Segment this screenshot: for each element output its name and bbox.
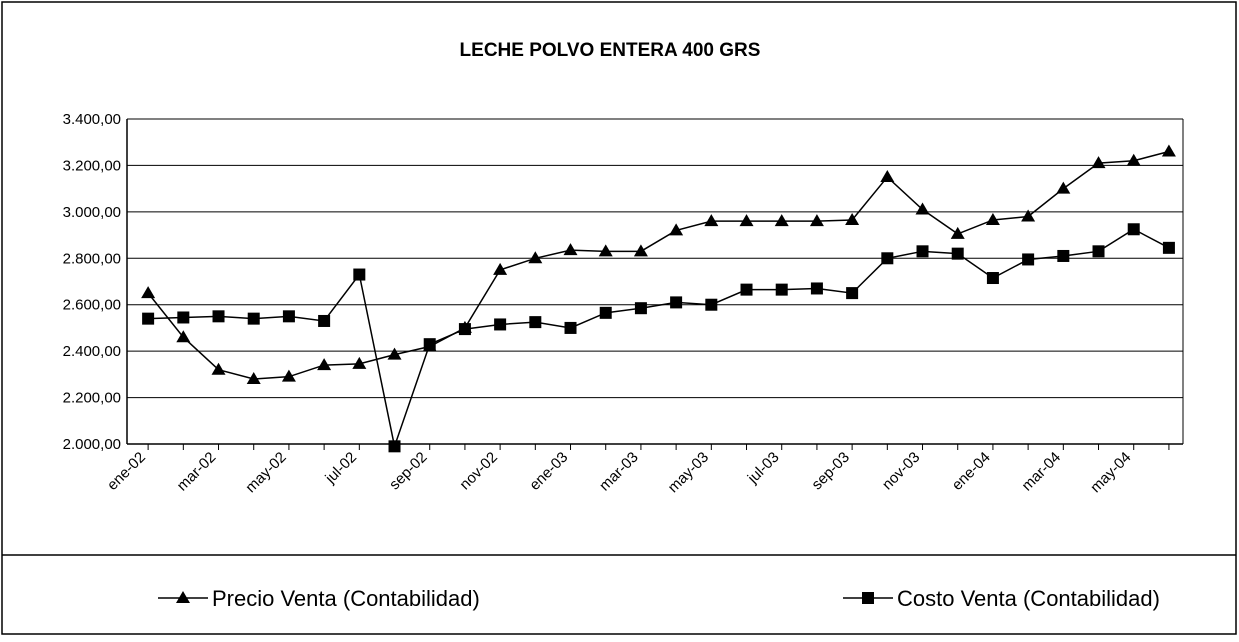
data-point <box>705 298 718 311</box>
data-point <box>1022 253 1035 266</box>
data-point <box>846 287 859 300</box>
x-tick-label: ene-02 <box>104 449 149 494</box>
data-point <box>1057 249 1070 262</box>
data-point <box>458 323 471 336</box>
data-point <box>915 202 930 215</box>
legend-label: Precio Venta (Contabilidad) <box>212 586 480 611</box>
data-point <box>318 314 331 327</box>
data-point <box>599 306 612 319</box>
x-tick-label: may-02 <box>242 449 289 496</box>
x-tick-label: may-04 <box>1087 449 1134 496</box>
x-tick-label: nov-03 <box>879 449 923 493</box>
data-point <box>916 245 929 258</box>
legend-marker <box>862 592 874 604</box>
data-point <box>1021 209 1036 222</box>
data-point <box>246 372 261 384</box>
legend-label: Costo Venta (Contabilidad) <box>897 586 1160 611</box>
data-point <box>493 262 508 275</box>
data-point <box>845 212 860 225</box>
data-point <box>387 347 402 360</box>
x-tick-label: nov-02 <box>456 449 500 493</box>
data-point <box>985 212 1000 225</box>
data-point <box>494 318 507 331</box>
data-point <box>951 247 964 260</box>
legend-marker <box>176 591 190 603</box>
data-point <box>598 244 613 257</box>
data-point <box>247 312 260 325</box>
data-point <box>1161 144 1176 157</box>
data-point <box>740 283 753 296</box>
data-point <box>282 310 295 323</box>
data-point <box>880 170 895 183</box>
data-point <box>142 312 155 325</box>
x-tick-label: mar-03 <box>596 449 642 495</box>
data-point <box>775 283 788 296</box>
x-tick-label: sep-03 <box>808 449 852 493</box>
chart-title: LECHE POLVO ENTERA 400 GRS <box>460 40 761 61</box>
data-point <box>1162 241 1175 254</box>
data-point <box>1091 156 1106 169</box>
series-line <box>148 228 1170 450</box>
data-point <box>634 302 647 315</box>
data-point <box>633 244 648 257</box>
y-tick-label: 2.600,00 <box>63 297 121 314</box>
data-point <box>1126 153 1141 166</box>
data-point <box>704 214 719 227</box>
data-point <box>528 251 543 264</box>
data-point <box>670 296 683 309</box>
data-point <box>881 252 894 265</box>
data-point <box>739 214 754 227</box>
x-tick-label: jul-03 <box>744 449 783 488</box>
y-tick-label: 3.400,00 <box>63 111 121 128</box>
y-tick-label: 3.200,00 <box>63 157 121 174</box>
data-point <box>388 440 401 453</box>
data-point <box>353 268 366 281</box>
data-point <box>1056 181 1071 194</box>
x-tick-label: sep-02 <box>386 449 430 493</box>
data-point <box>176 330 191 343</box>
y-tick-label: 2.000,00 <box>63 436 121 453</box>
x-tick-label: jul-02 <box>321 449 360 488</box>
data-point <box>1092 245 1105 258</box>
data-point <box>141 286 156 299</box>
x-tick-label: ene-03 <box>526 449 571 494</box>
data-point <box>774 214 789 227</box>
x-tick-label: may-03 <box>665 449 712 496</box>
x-tick-label: mar-04 <box>1019 449 1065 495</box>
data-point <box>563 243 578 256</box>
y-tick-label: 3.000,00 <box>63 204 121 221</box>
data-point <box>810 282 823 295</box>
data-point <box>281 369 296 382</box>
data-point <box>669 223 684 236</box>
data-point <box>986 272 999 285</box>
x-tick-label: ene-04 <box>949 449 994 494</box>
data-point <box>423 338 436 351</box>
data-point <box>809 214 824 227</box>
series-line <box>147 150 1170 380</box>
data-point <box>564 321 577 334</box>
data-point <box>352 356 367 369</box>
y-tick-label: 2.200,00 <box>63 390 121 407</box>
y-tick-label: 2.400,00 <box>63 343 121 360</box>
data-point <box>950 226 965 239</box>
y-tick-label: 2.800,00 <box>63 250 121 267</box>
data-point <box>177 311 190 324</box>
data-point <box>211 362 226 375</box>
x-tick-label: mar-02 <box>174 449 220 495</box>
data-point <box>1127 223 1140 236</box>
data-point <box>317 358 332 371</box>
data-point <box>529 316 542 329</box>
data-point <box>212 310 225 323</box>
